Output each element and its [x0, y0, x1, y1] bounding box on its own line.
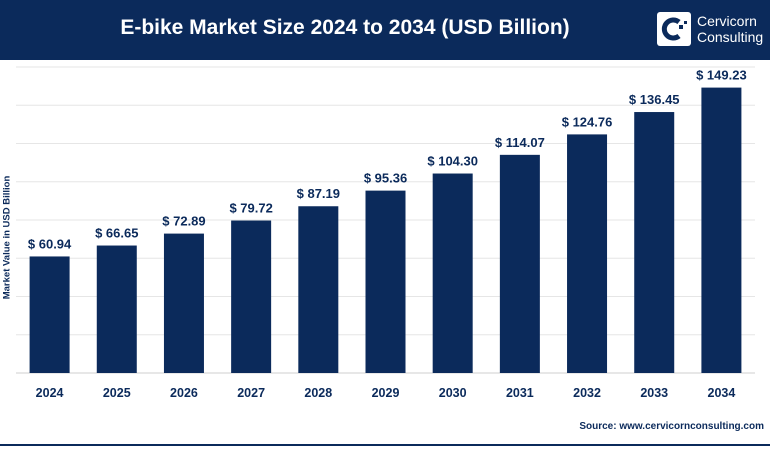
bar-2030 [432, 173, 473, 373]
data-label: $ 114.07 [495, 135, 545, 150]
bar-2033 [634, 112, 675, 374]
data-label: $ 72.89 [162, 214, 205, 229]
x-tick-label: 2024 [36, 386, 64, 400]
bar-2024 [29, 256, 70, 373]
chart-title: E-bike Market Size 2024 to 2034 (USD Bil… [120, 16, 570, 39]
x-tick-label: 2031 [506, 386, 534, 400]
bar-2027 [231, 220, 272, 373]
bar-2029 [365, 190, 406, 373]
x-tick-label: 2027 [237, 386, 265, 400]
logo-text-2: Consulting [697, 29, 764, 45]
data-label: $ 95.36 [364, 171, 407, 186]
bar-2025 [96, 245, 137, 373]
x-tick-label: 2034 [708, 386, 736, 400]
bar-2031 [499, 154, 540, 373]
data-label: $ 104.30 [427, 154, 478, 169]
bar-2032 [567, 134, 608, 373]
data-label: $ 60.94 [28, 236, 72, 251]
data-label: $ 124.76 [562, 114, 613, 129]
data-label: $ 149.23 [696, 68, 747, 83]
x-tick-label: 2029 [372, 386, 400, 400]
bar-2028 [298, 206, 339, 373]
x-tick-label: 2026 [170, 386, 198, 400]
data-label: $ 136.45 [629, 92, 680, 107]
x-tick-label: 2025 [103, 386, 131, 400]
data-label: $ 66.65 [95, 226, 138, 241]
data-label: $ 87.19 [297, 186, 340, 201]
data-label: $ 79.72 [229, 201, 272, 216]
x-tick-label: 2028 [304, 386, 332, 400]
x-tick-label: 2030 [439, 386, 467, 400]
source-text: Source: www.cervicornconsulting.com [579, 421, 764, 432]
cervicorn-logo: Cervicorn Consulting [657, 12, 763, 46]
bar-2034 [701, 87, 742, 373]
logo-icon [657, 12, 691, 46]
bottom-divider [0, 444, 770, 446]
x-tick-label: 2032 [573, 386, 601, 400]
header-banner: E-bike Market Size 2024 to 2034 (USD Bil… [0, 0, 770, 60]
x-tick-label: 2033 [640, 386, 668, 400]
logo-text-1: Cervicorn [697, 13, 757, 29]
bar-2026 [163, 233, 204, 373]
